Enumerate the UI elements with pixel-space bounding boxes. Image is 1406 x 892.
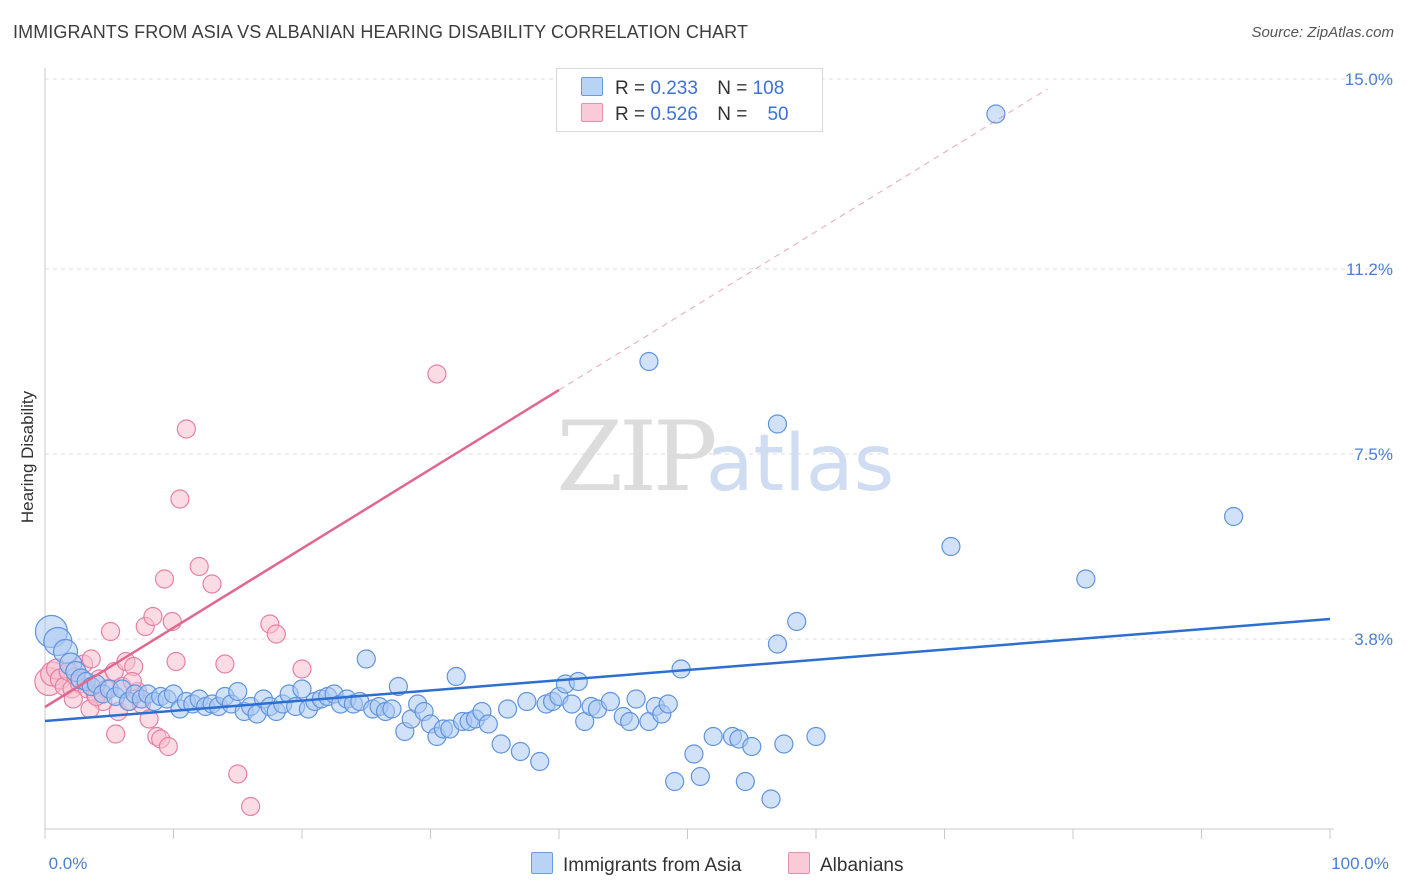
albanians-point-16 (100, 621, 121, 642)
asia-point-102 (767, 634, 788, 654)
x-tick-label-100: 100.0% (1331, 854, 1389, 873)
axes (44, 68, 1334, 830)
asia-point-69 (478, 714, 498, 734)
legend-n-label-albanians: N = (717, 104, 748, 125)
albanians-point-31 (158, 736, 178, 757)
asia-point-74 (530, 751, 550, 772)
asia-point-55 (388, 676, 408, 697)
asia-point-80 (568, 671, 588, 692)
albanians-point-33 (166, 651, 186, 672)
legend-swatch-albanians (581, 103, 603, 122)
asia-point-87 (626, 689, 646, 709)
chart-title: IMMIGRANTS FROM ASIA VS ALBANIAN HEARING… (13, 22, 749, 42)
asia-point-64 (446, 666, 466, 687)
legend-row-albanians: R = 0.526 N = 50 (581, 103, 789, 127)
asia-point-94 (684, 744, 704, 764)
asia-point-86 (620, 711, 640, 732)
asia-point-103 (774, 734, 794, 754)
albanians-points (34, 364, 447, 817)
albanians-trend-line (44, 388, 560, 709)
legend-r-value-albanians: 0.526 (650, 104, 698, 125)
source-label: Source: ZipAtlas.com (1251, 24, 1394, 41)
albanians-point-30 (154, 569, 175, 589)
albanians-point-34 (170, 489, 190, 509)
y-tick-label-1: 7.5% (1354, 445, 1393, 464)
albanians-point-36 (189, 556, 209, 577)
albanians-point-11 (81, 649, 101, 669)
watermark-atlas: atlas (706, 419, 895, 509)
asia-point-110 (767, 414, 788, 434)
asia-point-100 (742, 736, 762, 757)
y-axis-label: Hearing Disability (18, 390, 37, 523)
asia-point-71 (498, 699, 518, 719)
y-tick-labels: 3.8% 7.5% 11.2% 15.0% (1345, 70, 1393, 649)
bottom-legend-label-albanians: Albanians (820, 855, 904, 876)
asia-point-40 (292, 679, 312, 699)
albanians-point-40 (241, 796, 261, 817)
asia-point-99 (735, 771, 755, 792)
stats-legend: R = 0.233 N = 108 R = 0.526 N = 50 (556, 68, 823, 132)
legend-swatch-asia (581, 77, 603, 96)
legend-r-label-albanians: R = (615, 104, 646, 125)
x-ticks (44, 829, 1331, 839)
albanians-point-38 (215, 654, 235, 674)
bottom-legend-label-asia: Immigrants from Asia (563, 855, 742, 876)
asia-point-107 (1224, 506, 1244, 527)
asia-point-54 (382, 699, 402, 719)
asia-trend-line (44, 617, 1331, 723)
bottom-legend-swatch-asia (531, 852, 553, 874)
asia-points (34, 104, 1244, 809)
asia-point-50 (356, 649, 376, 669)
bottom-legend-asia: Immigrants from Asia (531, 852, 741, 877)
albanians-point-35 (176, 419, 196, 439)
albanians-point-27 (143, 606, 163, 627)
watermark-zip: ZIP (556, 401, 715, 513)
legend-row-asia: R = 0.233 N = 108 (581, 77, 784, 101)
y-tick-label-0: 3.8% (1354, 630, 1393, 649)
albanians-point-37 (202, 574, 222, 594)
legend-r-value-asia: 0.233 (650, 78, 698, 99)
albanians-point-39 (228, 764, 248, 784)
albanians-point-44 (427, 364, 447, 384)
asia-point-84 (600, 691, 621, 712)
asia-point-91 (658, 694, 678, 714)
x-tick-label-0: 0.0% (49, 854, 88, 873)
legend-n-label-asia: N = (717, 78, 748, 99)
asia-point-104 (787, 611, 807, 632)
albanians-point-42 (266, 624, 286, 644)
legend-n-value-asia: 108 (752, 78, 785, 99)
bottom-legend-swatch-albanians (788, 852, 810, 874)
asia-point-108 (986, 104, 1006, 124)
albanians-point-46 (106, 724, 126, 744)
asia-point-111 (806, 726, 826, 747)
asia-point-92 (665, 771, 685, 792)
gridlines (45, 78, 1392, 640)
legend-n-value-albanians: 50 (767, 104, 789, 125)
asia-point-109 (639, 351, 659, 372)
asia-point-72 (510, 741, 531, 762)
y-tick-label-2: 11.2% (1346, 260, 1393, 279)
legend-r-label-asia: R = (615, 78, 646, 99)
albanians-point-43 (292, 659, 312, 679)
trend-lines (44, 88, 1331, 723)
asia-point-105 (941, 536, 961, 557)
asia-point-101 (761, 789, 781, 809)
albanians-trend-line-extension (558, 88, 1048, 391)
asia-point-70 (491, 734, 511, 754)
albanians-point-26 (139, 709, 159, 729)
asia-point-95 (690, 766, 710, 787)
asia-point-96 (703, 726, 723, 747)
asia-point-79 (562, 694, 582, 714)
asia-point-30 (228, 681, 248, 702)
asia-point-73 (517, 691, 537, 712)
bottom-legend-albanians: Albanians (788, 852, 903, 877)
asia-point-106 (1076, 569, 1096, 589)
watermark: ZIP atlas (556, 401, 894, 513)
y-tick-label-3: 15.0% (1345, 70, 1393, 89)
